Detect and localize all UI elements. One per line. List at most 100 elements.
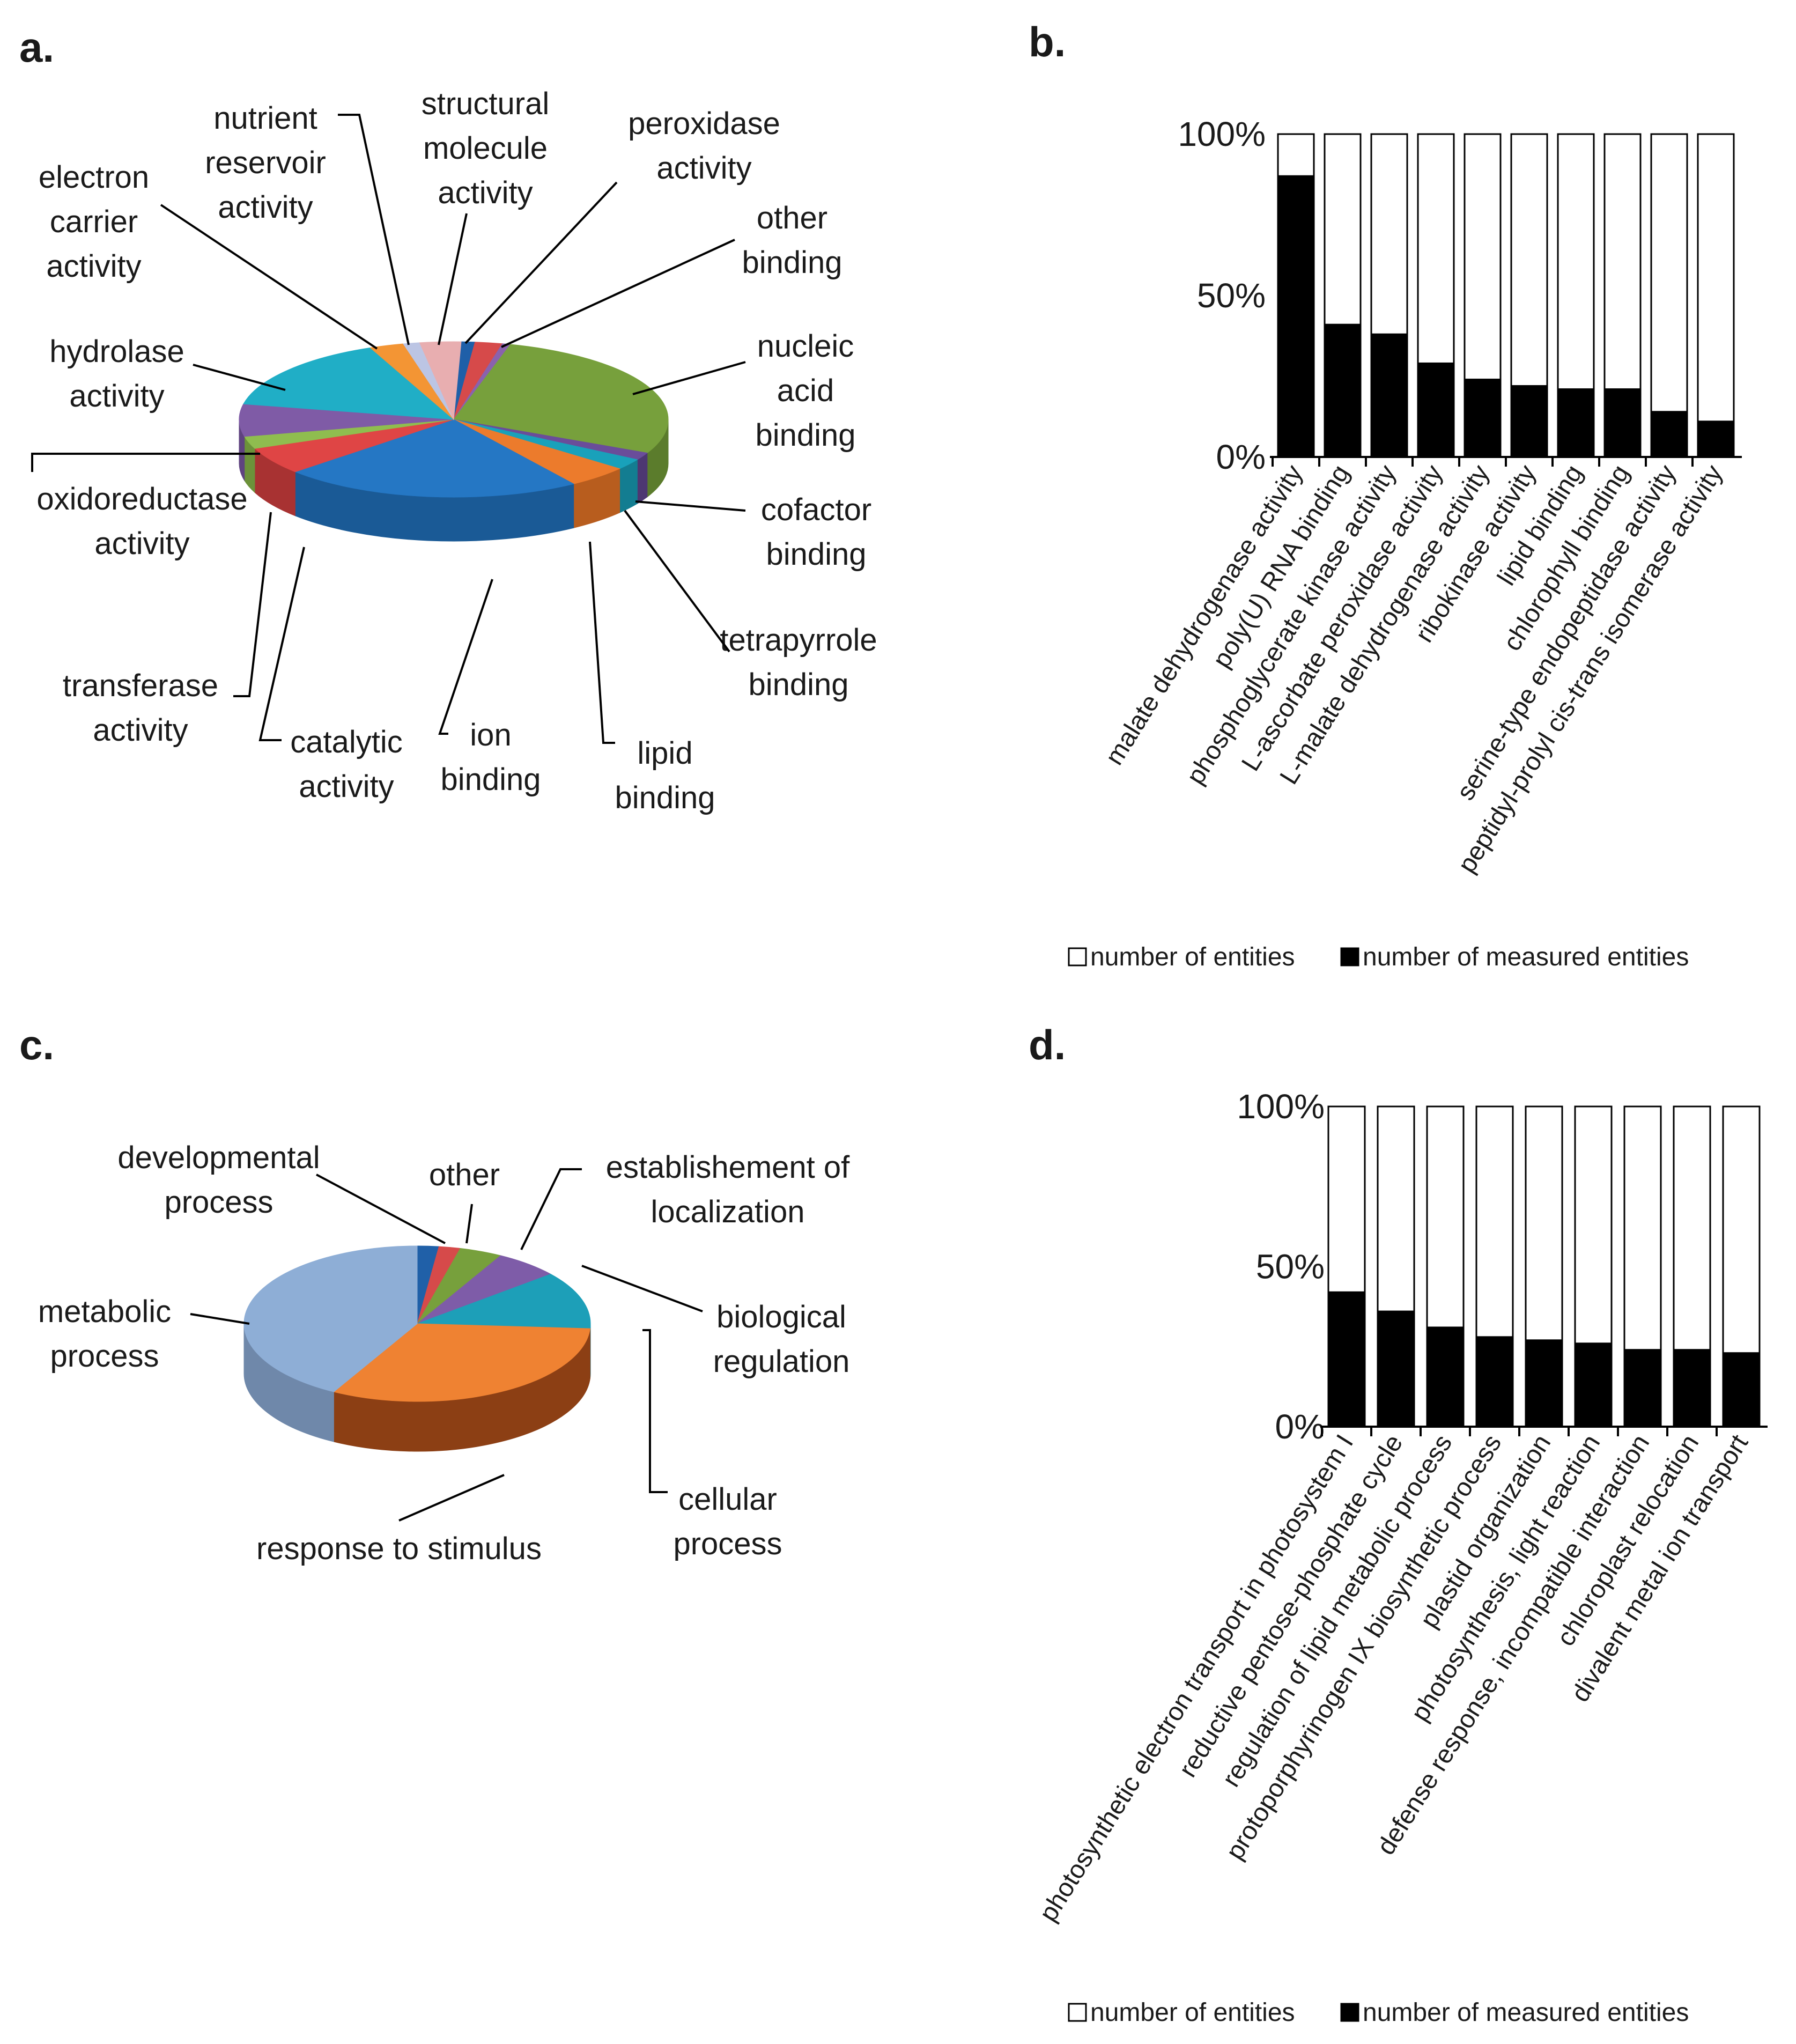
leader-line-structural-molecule <box>438 213 468 345</box>
pie-label-nutrient-reservoir-activity: nutrient reservoir activity <box>205 101 326 225</box>
leader-line-oxidoreductase <box>31 453 260 472</box>
pie-label-cofactor-binding: cofactor binding <box>761 492 871 572</box>
leader-line-cellular <box>642 1329 668 1493</box>
pie-label-tetrapyrrole-binding: tetrapyrrole binding <box>720 623 877 702</box>
pie-label-line: binding <box>615 780 715 815</box>
bar-measured-poly-u-rna-binding <box>1324 323 1362 458</box>
pie-sides <box>239 419 669 542</box>
pie-label-establishement-of-localization: establishement of localization <box>606 1150 850 1229</box>
pie-label-line: other <box>757 201 827 235</box>
bar-measured-l-malate-dehydrogenase-activity <box>1464 379 1502 458</box>
leader-line-biological-regulation <box>581 1265 703 1312</box>
pie-slice-cellular-process <box>417 1274 591 1329</box>
leader-line-ion-binding <box>438 579 493 735</box>
leader-line-developmental <box>316 1174 446 1244</box>
y-axis-ticks: 0% 50% 100% <box>1237 1087 1325 1446</box>
pie-label-line: other <box>429 1157 500 1192</box>
pie-tops <box>243 1245 591 1402</box>
pie-slice-catalytic-activity <box>254 419 454 473</box>
pie-label-line: nutrient <box>213 101 317 136</box>
legend-label-entities: number of entities <box>1090 943 1295 971</box>
pie-label-line: process <box>50 1339 159 1374</box>
pie-label-line: carrier <box>50 204 138 239</box>
leader-line-transferase <box>233 512 272 697</box>
pie-slice-hydrolase-activity <box>243 347 455 420</box>
pie-label-line: activity <box>438 175 533 210</box>
bar-measured-photosynthetic-electron-transport-in-photosystem-i <box>1327 1291 1366 1428</box>
bar-measured-peptidyl-prolyl-cis-trans-isomerase-activity <box>1697 420 1735 458</box>
pie-label-line: molecule <box>423 131 548 166</box>
pie-label-line: structural <box>422 86 550 121</box>
legend-label-entities: number of entities <box>1090 1998 1295 2027</box>
leader-line-tetrapyrrole <box>624 510 730 653</box>
pie-slice-ion-binding <box>294 419 575 498</box>
pie-slice-metabolic-process <box>243 1245 418 1392</box>
pie-label-line: metabolic <box>38 1294 171 1329</box>
leader-line-hydrolase <box>193 364 286 391</box>
bar-chart-biological-process: 0% 50% 100%photosynthetic electron transpo… <box>1034 1087 1768 2027</box>
y-tick-label: 0% <box>1216 438 1266 476</box>
pie-label-line: hydrolase <box>49 334 184 369</box>
legend-swatch-entities <box>1068 2003 1087 2022</box>
pie-label-line: establishement of <box>606 1150 850 1185</box>
legend: number of entities number of measured ent… <box>1068 1998 1689 2027</box>
bar-measured-malate-dehydrogenase-activity <box>1277 175 1315 458</box>
pie-label-line: activity <box>93 713 188 748</box>
leader-line-cofactor <box>635 500 746 512</box>
y-tick-label: 50% <box>1197 276 1266 315</box>
pie-label-line: activity <box>656 151 751 186</box>
pie-label-line: activity <box>299 769 394 804</box>
pie-label-line: cellular <box>678 1482 777 1517</box>
panel-label-a: a. <box>19 24 54 71</box>
bar-total-peptidyl-prolyl-cis-trans-isomerase-activity <box>1697 133 1735 458</box>
pie-labels-molecular-function: structural molecule activity peroxidase acti… <box>31 86 877 815</box>
pie-label-line: biological <box>716 1300 846 1334</box>
pie-label-line: transferase <box>63 668 218 703</box>
pie-label-oxidoreductase-activity: oxidoreductase activity <box>36 482 247 561</box>
pie-label-metabolic-process: metabolic process <box>38 1294 171 1374</box>
pie-label-line: peroxidase <box>628 106 780 141</box>
pie-label-hydrolase-activity: hydrolase activity <box>49 334 184 414</box>
pie-label-line: catalytic <box>290 725 403 759</box>
pie-slice-biological-regulation <box>417 1255 552 1324</box>
leader-line-metabolic <box>190 1313 250 1325</box>
bar-measured-chlorophyll-binding <box>1603 388 1642 458</box>
bar-measured-serine-type-endopeptidase-activity <box>1650 411 1688 458</box>
pie-chart-biological-process <box>243 1245 591 1452</box>
y-tick-label: 100% <box>1237 1087 1325 1126</box>
legend-label-measured: number of measured entities <box>1363 1998 1689 2027</box>
pie-label-line: process <box>164 1185 273 1220</box>
legend-label-measured: number of measured entities <box>1363 943 1689 971</box>
pie-label-line: binding <box>766 537 866 572</box>
pie-label-line: reservoir <box>205 145 326 180</box>
leader-line-lipid-binding <box>589 541 615 744</box>
pie-slice-response-to-stimulus <box>333 1323 590 1402</box>
bars: photosynthetic electron transport in pho… <box>1034 1105 1761 1927</box>
legend-swatch-entities <box>1068 947 1087 966</box>
pie-label-line: regulation <box>713 1344 850 1379</box>
pie-slice-nucleic-acid-binding <box>453 344 669 454</box>
bar-measured-photosynthesis-light-reaction <box>1574 1342 1613 1428</box>
pie-label-line: activity <box>69 379 164 414</box>
pie-label-biological-regulation: biological regulation <box>713 1300 850 1379</box>
bar-measured-regulation-of-lipid-metabolic-process <box>1426 1326 1465 1428</box>
pie-label-catalytic-activity: catalytic activity <box>290 725 403 804</box>
pie-label-peroxidase-activity: peroxidase activity <box>628 106 780 186</box>
pie-label-line: oxidoreductase <box>36 482 247 516</box>
pie-label-line: nucleic <box>757 329 854 364</box>
bar-measured-defense-response-incompatible-interaction <box>1623 1349 1662 1428</box>
pie-label-line: process <box>673 1526 782 1561</box>
bar-measured-divalent-metal-ion-transport <box>1722 1352 1761 1428</box>
pie-label-line: binding <box>440 762 541 797</box>
pie-label-line: binding <box>742 245 842 280</box>
pie-label-line: acid <box>777 373 834 408</box>
pie-label-line: response to stimulus <box>256 1531 542 1566</box>
pie-label-line: tetrapyrrole <box>720 623 877 658</box>
pie-label-other: other <box>429 1157 500 1192</box>
y-tick-label: 100% <box>1178 115 1266 153</box>
bar-measured-lipid-binding <box>1557 388 1595 458</box>
pie-label-cellular-process: cellular process <box>673 1482 782 1561</box>
pie-label-developmental-process: developmental process <box>117 1140 320 1220</box>
